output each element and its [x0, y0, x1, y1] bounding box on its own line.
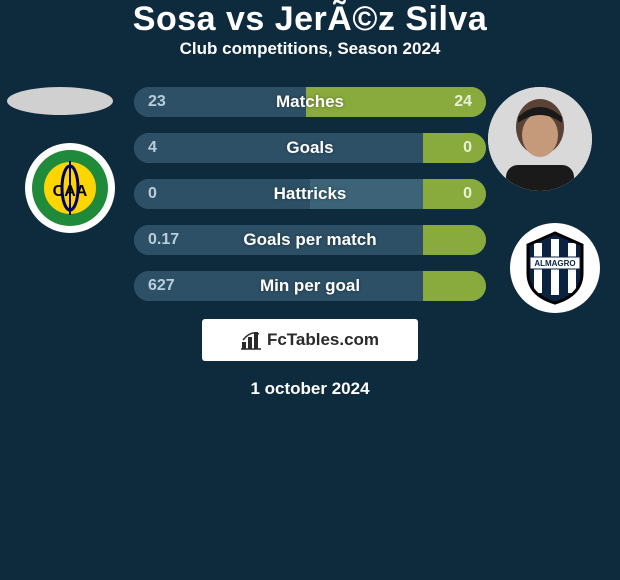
player-silhouette-icon [488, 87, 592, 191]
stat-label: Matches [134, 87, 486, 117]
stat-row: 40Goals [134, 133, 486, 163]
brand-text: FcTables.com [267, 330, 379, 350]
brand-badge: FcTables.com [202, 319, 418, 361]
comparison-area: CAA A [0, 87, 620, 301]
stat-row: 0.17Goals per match [134, 225, 486, 255]
stat-label: Hattricks [134, 179, 486, 209]
stat-row: 00Hattricks [134, 179, 486, 209]
svg-text:ALMAGRO: ALMAGRO [534, 259, 575, 268]
page-title: Sosa vs JerÃ©z Silva [0, 0, 620, 39]
team-left-badge: CAA [25, 143, 115, 233]
stat-bars: 2324Matches 40Goals 00Hattricks 0.17Goals p… [134, 87, 486, 301]
player-left-avatar [7, 87, 113, 115]
stat-label: Goals [134, 133, 486, 163]
almagro-badge-icon: ALMAGRO [510, 223, 600, 313]
player-right-avatar [488, 87, 592, 191]
stat-row: 2324Matches [134, 87, 486, 117]
stat-label: Min per goal [134, 271, 486, 301]
date-label: 1 october 2024 [0, 379, 620, 399]
aldosivi-badge-icon: CAA [25, 143, 115, 233]
stat-row: 627Min per goal [134, 271, 486, 301]
stat-label: Goals per match [134, 225, 486, 255]
subtitle: Club competitions, Season 2024 [0, 39, 620, 59]
team-right-badge: ALMAGRO [510, 223, 600, 313]
bar-chart-icon [241, 330, 261, 350]
